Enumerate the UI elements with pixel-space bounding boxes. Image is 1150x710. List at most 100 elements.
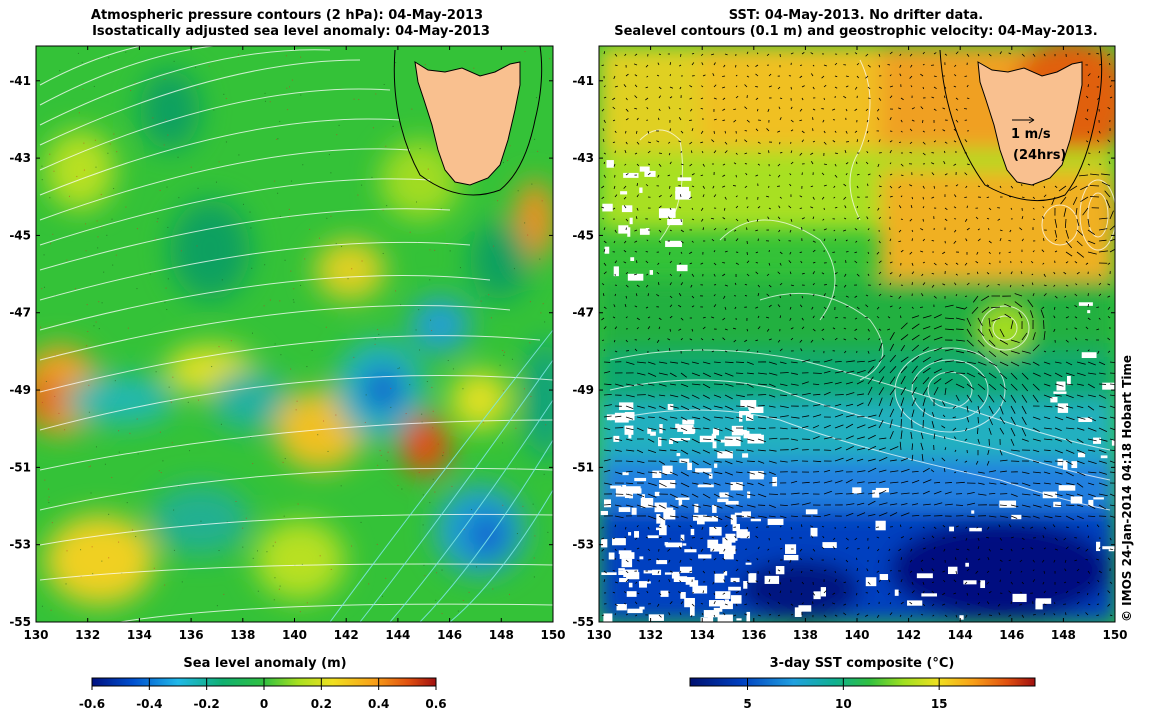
stipple-dot [502, 390, 504, 392]
velocity-vector [746, 349, 750, 352]
velocity-vector [800, 348, 803, 352]
velocity-vector [1010, 361, 1020, 367]
stipple-dot [41, 288, 43, 290]
velocity-vector [1065, 438, 1073, 444]
velocity-vector [823, 130, 826, 134]
velocity-vector [1098, 130, 1101, 134]
velocity-vector [845, 130, 848, 134]
velocity-vector [658, 117, 660, 121]
stipple-dot [272, 545, 274, 547]
velocity-vector [1009, 229, 1012, 233]
velocity-vector [920, 442, 924, 451]
velocity-vector [943, 436, 946, 440]
velocity-vector [911, 480, 920, 484]
velocity-vector [865, 108, 869, 111]
velocity-vector [691, 493, 699, 498]
velocity-vector [636, 559, 640, 562]
velocity-vector [954, 194, 957, 198]
missing-data-patch [708, 600, 725, 607]
velocity-vector [603, 227, 606, 231]
velocity-vector [844, 149, 847, 154]
missing-data-patch [639, 166, 650, 172]
velocity-vector [832, 295, 836, 299]
velocity-vector [789, 559, 792, 563]
velocity-vector [921, 453, 924, 462]
stipple-dot [211, 366, 213, 368]
velocity-vector [953, 206, 957, 209]
velocity-vector [1030, 261, 1034, 264]
velocity-vector [898, 590, 902, 594]
missing-data-patch [688, 420, 693, 424]
stipple-dot [436, 572, 438, 574]
velocity-vector [1009, 284, 1012, 288]
velocity-vector [878, 97, 882, 101]
velocity-vector [625, 579, 629, 583]
missing-data-patch [627, 273, 644, 281]
missing-data-patch [875, 487, 889, 493]
velocity-vector [647, 579, 650, 583]
velocity-vector [1096, 306, 1100, 308]
stipple-dot [242, 203, 244, 205]
velocity-vector [1109, 581, 1113, 584]
velocity-vector [625, 416, 634, 420]
velocity-vector [702, 74, 706, 77]
velocity-vector [1109, 504, 1115, 507]
velocity-vector [889, 150, 892, 154]
velocity-vector [911, 355, 920, 363]
velocity-vector [909, 559, 913, 563]
velocity-vector [777, 216, 781, 220]
velocity-vector [711, 350, 715, 353]
velocity-vector [669, 161, 672, 165]
velocity-vector [1021, 416, 1027, 426]
velocity-vector [990, 306, 1001, 309]
velocity-vector [931, 590, 935, 594]
velocity-vector [701, 62, 704, 66]
stipple-dot [98, 301, 100, 303]
velocity-vector [625, 316, 628, 319]
stipple-dot [159, 431, 161, 433]
missing-data-patch [711, 433, 717, 439]
velocity-vector [667, 591, 671, 594]
velocity-vector [911, 196, 914, 200]
velocity-vector [955, 570, 957, 575]
stipple-dot [330, 172, 332, 174]
velocity-vector [955, 273, 958, 276]
velocity-vector [1109, 449, 1115, 452]
velocity-vector [603, 249, 606, 253]
velocity-vector [845, 360, 855, 363]
stipple-dot [372, 127, 374, 129]
velocity-vector [1109, 238, 1115, 242]
velocity-vector [877, 207, 880, 211]
velocity-vector [779, 525, 782, 528]
velocity-vector [679, 64, 682, 67]
velocity-vector [1021, 493, 1031, 496]
stipple-dot [156, 221, 158, 223]
velocity-vector [964, 427, 968, 432]
stipple-dot [514, 411, 516, 413]
velocity-vector [757, 372, 767, 375]
stipple-dot [279, 300, 281, 302]
velocity-vector [801, 415, 810, 418]
velocity-vector [768, 304, 772, 308]
stipple-dot [168, 386, 170, 388]
velocity-vector [679, 612, 682, 616]
stipple-dot [335, 414, 337, 416]
velocity-vector [657, 282, 660, 286]
velocity-vector [845, 85, 849, 88]
velocity-vector [843, 284, 847, 288]
velocity-vector [777, 174, 781, 178]
velocity-vector [724, 196, 727, 200]
missing-data-patch [625, 486, 641, 494]
velocity-vector [1010, 449, 1020, 452]
velocity-vector [911, 514, 920, 517]
velocity-vector [931, 581, 935, 583]
velocity-vector [757, 326, 761, 330]
velocity-vector [856, 502, 865, 506]
stipple-dot [405, 413, 407, 415]
velocity-vector [1010, 504, 1019, 508]
velocity-vector [680, 394, 690, 399]
velocity-vector [889, 343, 895, 352]
velocity-vector [691, 305, 695, 308]
stipple-dot [395, 62, 397, 64]
velocity-vector [680, 449, 689, 455]
